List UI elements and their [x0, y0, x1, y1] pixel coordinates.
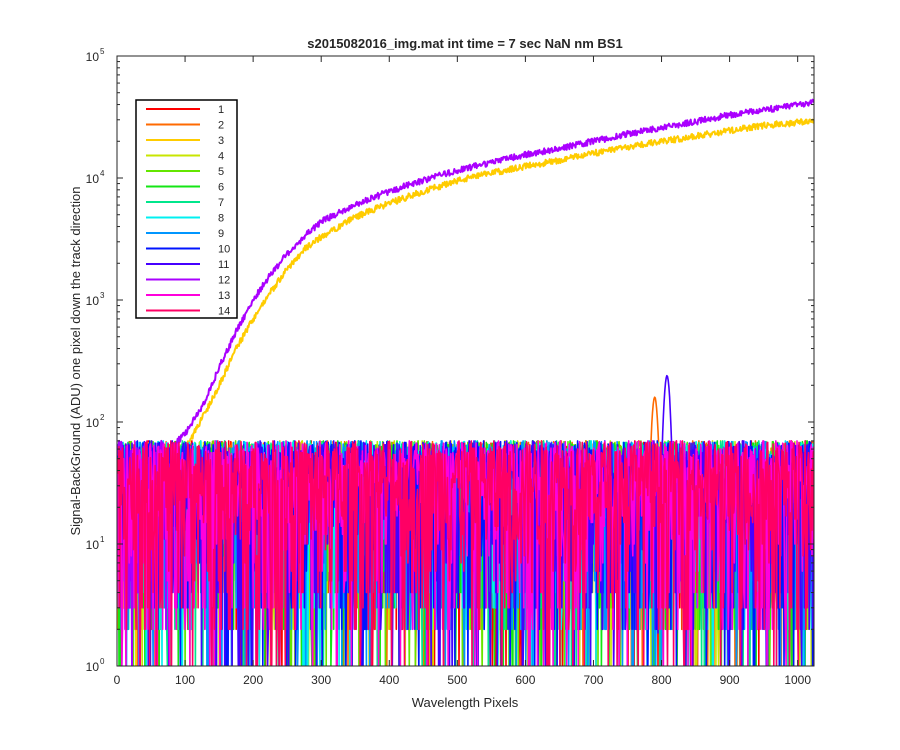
x-tick-label: 200	[243, 673, 263, 687]
legend-label-7: 7	[218, 197, 224, 209]
legend-label-2: 2	[218, 120, 224, 132]
x-tick-label: 100	[175, 673, 195, 687]
legend-label-8: 8	[218, 213, 224, 225]
y-axis-label: Signal-BackGround (ADU) one pixel down t…	[68, 186, 83, 535]
y-tick-label: 10	[86, 660, 100, 674]
y-tick-label: 10	[86, 50, 100, 64]
axes-box	[116, 55, 815, 667]
chart-title: s2015082016_img.mat int time = 7 sec NaN…	[307, 36, 622, 51]
x-axis-label: Wavelength Pixels	[412, 695, 519, 710]
y-tick-exponent: 2	[100, 413, 105, 422]
series-layer	[117, 98, 814, 666]
x-tick-label: 700	[583, 673, 603, 687]
x-tick-label: 400	[379, 673, 399, 687]
legend-label-1: 1	[218, 104, 224, 116]
x-tick-label: 800	[652, 673, 672, 687]
legend-label-10: 10	[218, 244, 230, 256]
legend-label-4: 4	[218, 151, 224, 163]
legend-label-9: 9	[218, 228, 224, 240]
series-line-14	[117, 440, 814, 666]
x-tick-label: 600	[515, 673, 535, 687]
y-tick-label: 10	[86, 172, 100, 186]
legend-label-12: 12	[218, 275, 230, 287]
y-tick-exponent: 4	[100, 169, 105, 178]
legend-label-14: 14	[218, 306, 230, 318]
legend-box	[135, 99, 238, 319]
series-line-3	[117, 118, 814, 666]
y-tick-label: 10	[86, 416, 100, 430]
legend-label-11: 11	[218, 259, 229, 271]
x-tick-label: 500	[447, 673, 467, 687]
y-tick-exponent: 3	[100, 291, 105, 300]
legend-label-3: 3	[218, 135, 224, 147]
legend-label-13: 13	[218, 290, 230, 302]
x-tick-label: 300	[311, 673, 331, 687]
x-tick-label: 0	[114, 673, 121, 687]
legend-label-5: 5	[218, 166, 224, 178]
y-tick-exponent: 0	[100, 657, 105, 666]
series-line-12	[117, 98, 814, 666]
legend-label-6: 6	[218, 182, 224, 194]
y-tick-exponent: 5	[100, 47, 105, 56]
y-tick-label: 10	[86, 538, 100, 552]
y-tick-label: 10	[86, 294, 100, 308]
x-tick-label: 900	[720, 673, 740, 687]
x-axis-ticks: 0 100 200 300 400 500 600 700 800 900 1000	[114, 56, 811, 687]
y-tick-exponent: 1	[100, 535, 105, 544]
x-tick-label: 1000	[784, 673, 811, 687]
